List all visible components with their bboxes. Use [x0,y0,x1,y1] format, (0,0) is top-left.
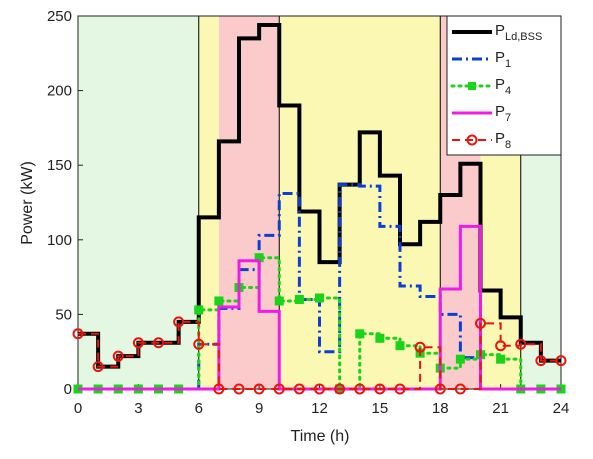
marker [515,338,527,350]
shaded-region [279,16,441,389]
legend-label: P8 [495,130,511,151]
series-line [78,224,561,391]
marker [496,354,506,364]
x-tick-label: 12 [311,400,328,417]
marker [354,383,366,395]
marker [375,333,385,343]
marker [475,317,486,329]
marker [454,383,466,395]
marker [253,383,265,395]
x-axis-label: Time (h) [291,428,350,445]
marker [294,294,304,304]
x-tick-label: 0 [74,400,82,417]
marker [535,355,547,367]
marker [274,296,284,306]
marker [153,337,164,349]
marker [395,341,405,351]
y-tick-label: 150 [47,157,72,174]
marker [455,354,465,364]
shaded-region [218,16,280,389]
legend-label: P1 [495,49,511,70]
legend-name: P [495,22,505,39]
shaded-region [198,16,219,389]
legend-subscript: 1 [505,58,511,70]
y-tick-label: 50 [55,306,72,323]
marker [355,329,365,339]
marker [315,293,324,303]
legend-subscript: 8 [505,139,511,151]
legend-marker [468,82,476,90]
marker [394,383,406,395]
legend-label: P4 [495,76,511,97]
y-tick-label: 100 [47,232,72,249]
legend-name: P [495,49,505,66]
legend-label: P7 [495,103,511,124]
marker [194,305,204,315]
marker [213,383,225,395]
legend-subscript: 7 [505,112,511,124]
x-tick-label: 21 [492,400,509,417]
marker [173,316,185,328]
legend-box [446,15,562,156]
marker [92,361,104,373]
y-tick-label: 200 [47,83,72,100]
marker [555,355,567,367]
marker [334,383,346,395]
marker [414,341,426,353]
legend-name: P [495,76,505,93]
marker [112,350,124,362]
y-axis-label: Power (kW) [19,161,36,245]
marker [314,383,325,395]
marker [193,338,205,350]
y-tick-label: 250 [47,8,72,25]
x-tick-label: 24 [553,400,570,417]
marker [374,383,386,395]
marker [214,296,224,306]
marker [273,383,285,395]
x-tick-label: 15 [372,400,389,417]
x-tick-label: 6 [195,400,203,417]
marker [72,328,84,340]
marker [495,340,507,352]
legend-name: P [495,130,505,147]
legend-subscript: Ld,BSS [505,31,542,43]
legend-subscript: 4 [505,85,511,97]
legend-marker [466,134,478,146]
legend-name: P [495,103,505,120]
marker [434,383,446,395]
series-line [78,320,561,390]
y-tick-label: 0 [64,381,72,398]
x-tick-label: 18 [432,400,449,417]
marker [293,383,305,395]
marker [132,337,144,349]
legend-label: PLd,BSS [495,22,542,43]
marker [233,383,245,395]
x-tick-label: 9 [255,400,263,417]
x-tick-label: 3 [134,400,142,417]
plot-area [72,22,567,395]
